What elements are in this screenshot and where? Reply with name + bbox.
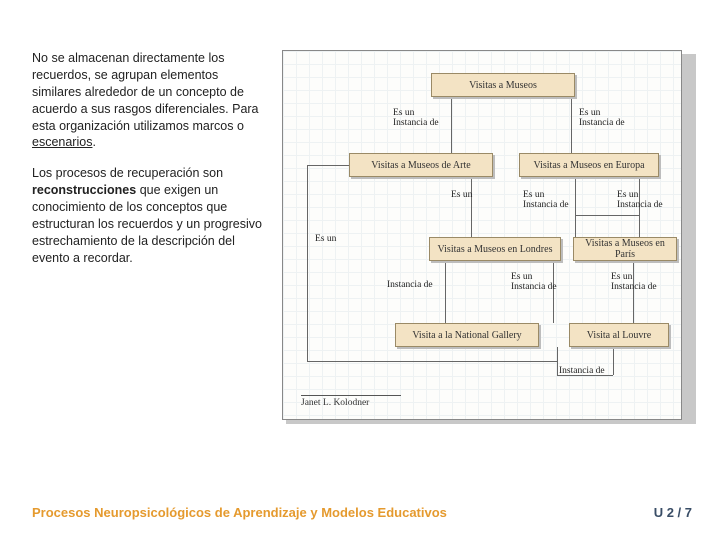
edge-label: Es un	[451, 191, 472, 201]
diagram-citation: Janet L. Kolodner	[301, 395, 401, 408]
slide-footer: Procesos Neuropsicológicos de Aprendizaj…	[32, 505, 692, 520]
connector-line	[575, 177, 576, 237]
connector-line	[557, 347, 558, 375]
connector-line	[451, 97, 571, 98]
connector-line	[445, 261, 446, 323]
connector-line	[451, 97, 452, 153]
concept-node-arte: Visitas a Museos de Arte	[349, 153, 493, 177]
p2-text: Los procesos de recuperación son	[32, 166, 223, 180]
p2-bold: reconstrucciones	[32, 183, 136, 197]
body-text: No se almacenan directamente los recuerd…	[32, 50, 268, 420]
concept-node-paris: Visitas a Museos en París	[573, 237, 677, 261]
footer-title: Procesos Neuropsicológicos de Aprendizaj…	[32, 505, 447, 520]
edge-label: Instancia de	[387, 281, 433, 291]
concept-node-louvre: Visita al Louvre	[569, 323, 669, 347]
concept-node-londres: Visitas a Museos en Londres	[429, 237, 561, 261]
p1-tail: .	[92, 135, 95, 149]
connector-line	[307, 361, 557, 362]
concept-node-europa: Visitas a Museos en Europa	[519, 153, 659, 177]
edge-label: Es un Instancia de	[611, 273, 657, 293]
diagram-container: Visitas a Museos Visitas a Museos de Arte…	[282, 50, 692, 420]
concept-diagram: Visitas a Museos Visitas a Museos de Arte…	[282, 50, 682, 420]
p1-underline: escenarios	[32, 135, 92, 149]
paragraph-1: No se almacenan directamente los recuerd…	[32, 50, 268, 151]
p1-text: No se almacenan directamente los recuerd…	[32, 51, 259, 133]
footer-page-number: U 2 / 7	[654, 505, 692, 520]
connector-line	[307, 165, 349, 166]
connector-line	[613, 347, 614, 375]
edge-label: Es un Instancia de	[511, 273, 557, 293]
connector-line	[575, 215, 639, 216]
connector-line	[571, 97, 572, 153]
connector-line	[471, 177, 472, 237]
edge-label: Instancia de	[559, 367, 605, 377]
connector-line	[307, 165, 308, 361]
edge-label: Es un Instancia de	[523, 191, 569, 211]
edge-label: Es un Instancia de	[617, 191, 663, 211]
concept-node-museos: Visitas a Museos	[431, 73, 575, 97]
edge-label: Es un Instancia de	[579, 109, 625, 129]
edge-label: Es un Instancia de	[393, 109, 439, 129]
concept-node-national: Visita a la National Gallery	[395, 323, 539, 347]
edge-label: Es un	[315, 235, 336, 245]
paragraph-2: Los procesos de recuperación son reconst…	[32, 165, 268, 266]
